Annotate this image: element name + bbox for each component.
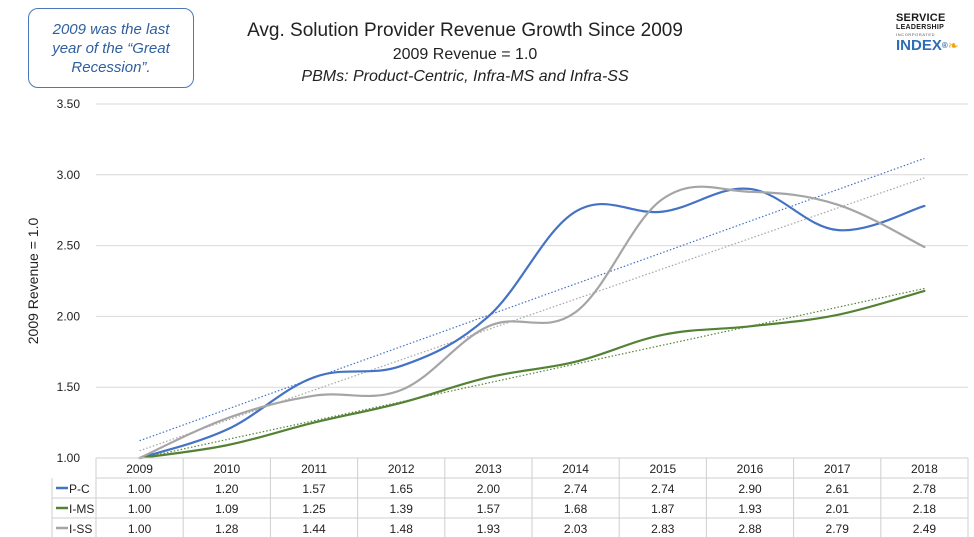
legend-entry-p-c: P-C (69, 482, 90, 496)
data-label-p-c-2018: 2.78 (913, 482, 937, 496)
trendline-i-ms (139, 287, 925, 460)
x-tick-label-2014: 2014 (562, 462, 589, 476)
x-tick-label-2015: 2015 (649, 462, 676, 476)
series-line-i-ss (138, 185, 926, 460)
data-label-i-ss-2011: 1.44 (302, 522, 326, 536)
chart-subtitle: 2009 Revenue = 1.0 (392, 46, 538, 63)
logo-line-service: SERVICE (896, 12, 946, 24)
callout-text: 2009 was the last year of the “Great Rec… (52, 20, 170, 76)
data-label-i-ss-2018: 2.49 (913, 522, 937, 536)
x-tick-label-2013: 2013 (475, 462, 502, 476)
x-tick-label-2018: 2018 (911, 462, 938, 476)
y-tick-label-1.50: 1.50 (57, 380, 81, 394)
trendline-p-c (139, 157, 925, 442)
data-label-i-ss-2009: 1.00 (128, 522, 152, 536)
x-tick-label-2012: 2012 (388, 462, 415, 476)
x-tick-label-2016: 2016 (737, 462, 764, 476)
chart-title: Avg. Solution Provider Revenue Growth Si… (247, 20, 683, 41)
logo-line-index: INDEX®❧ (896, 37, 968, 54)
data-label-i-ms-2015: 1.87 (651, 502, 675, 516)
data-table: 2009 2010 2011 2012 2013 2014 2015 2016 2017 2018… (51, 457, 969, 537)
data-label-i-ms-2017: 2.01 (826, 502, 850, 516)
data-label-p-c-2016: 2.90 (738, 482, 762, 496)
series-lines (138, 185, 926, 460)
data-label-p-c-2014: 2.74 (564, 482, 588, 496)
data-label-i-ms-2011: 1.25 (302, 502, 326, 516)
service-leadership-index-logo: SERVICE LEADERSHIP INCORPORATED INDEX®❧ (896, 12, 968, 62)
gridlines (96, 103, 968, 459)
logo-swirl-icon: ❧ (947, 38, 959, 53)
data-label-p-c-2017: 2.61 (826, 482, 850, 496)
data-label-p-c-2013: 2.00 (477, 482, 501, 496)
data-label-i-ss-2014: 2.03 (564, 522, 588, 536)
data-label-p-c-2012: 1.65 (390, 482, 414, 496)
data-label-i-ms-2016: 1.93 (738, 502, 762, 516)
data-label-i-ss-2017: 2.79 (826, 522, 850, 536)
title-block: Avg. Solution Provider Revenue Growth Si… (200, 18, 730, 88)
x-tick-label-2017: 2017 (824, 462, 851, 476)
data-label-i-ss-2013: 1.93 (477, 522, 501, 536)
y-axis-ticks: 1.00 1.50 2.00 2.50 3.00 3.50 (57, 97, 81, 465)
data-label-i-ms-2009: 1.00 (128, 502, 152, 516)
data-label-i-ms-2010: 1.09 (215, 502, 239, 516)
annotation-callout: 2009 was the last year of the “Great Rec… (28, 8, 194, 88)
data-label-i-ss-2016: 2.88 (738, 522, 762, 536)
logo-line-leadership: LEADERSHIP (896, 24, 945, 31)
x-tick-label-2010: 2010 (213, 462, 240, 476)
series-line-i-ms (138, 289, 926, 460)
y-tick-label-1.00: 1.00 (57, 451, 81, 465)
data-label-p-c-2010: 1.20 (215, 482, 239, 496)
series-line-p-c (138, 187, 926, 460)
y-tick-label-2.50: 2.50 (57, 239, 81, 253)
x-tick-label-2009: 2009 (126, 462, 153, 476)
legend-entry-i-ms: I-MS (69, 502, 94, 516)
y-axis-label: 2009 Revenue = 1.0 (25, 218, 41, 345)
data-label-i-ms-2018: 2.18 (913, 502, 937, 516)
logo-registered-mark: ® (941, 41, 948, 50)
data-label-i-ss-2012: 1.48 (390, 522, 414, 536)
data-label-i-ms-2012: 1.39 (390, 502, 414, 516)
y-tick-label-3.50: 3.50 (57, 97, 81, 111)
trendlines (139, 157, 925, 460)
data-label-p-c-2011: 1.57 (302, 482, 326, 496)
data-label-i-ms-2013: 1.57 (477, 502, 501, 516)
y-tick-label-2.00: 2.00 (57, 309, 81, 323)
y-tick-label-3.00: 3.00 (57, 168, 81, 182)
logo-line-incorporated: INCORPORATED (896, 32, 936, 37)
logo-index-text: INDEX (896, 37, 942, 54)
data-label-i-ss-2010: 1.28 (215, 522, 239, 536)
chart-subtitle-pbms: PBMs: Product-Centric, Infra-MS and Infr… (301, 68, 629, 85)
data-label-p-c-2015: 2.74 (651, 482, 675, 496)
x-tick-label-2011: 2011 (301, 462, 327, 476)
data-label-i-ss-2015: 2.83 (651, 522, 675, 536)
data-label-i-ms-2014: 1.68 (564, 502, 588, 516)
legend-entry-i-ss: I-SS (69, 522, 92, 536)
data-label-p-c-2009: 1.00 (128, 482, 152, 496)
